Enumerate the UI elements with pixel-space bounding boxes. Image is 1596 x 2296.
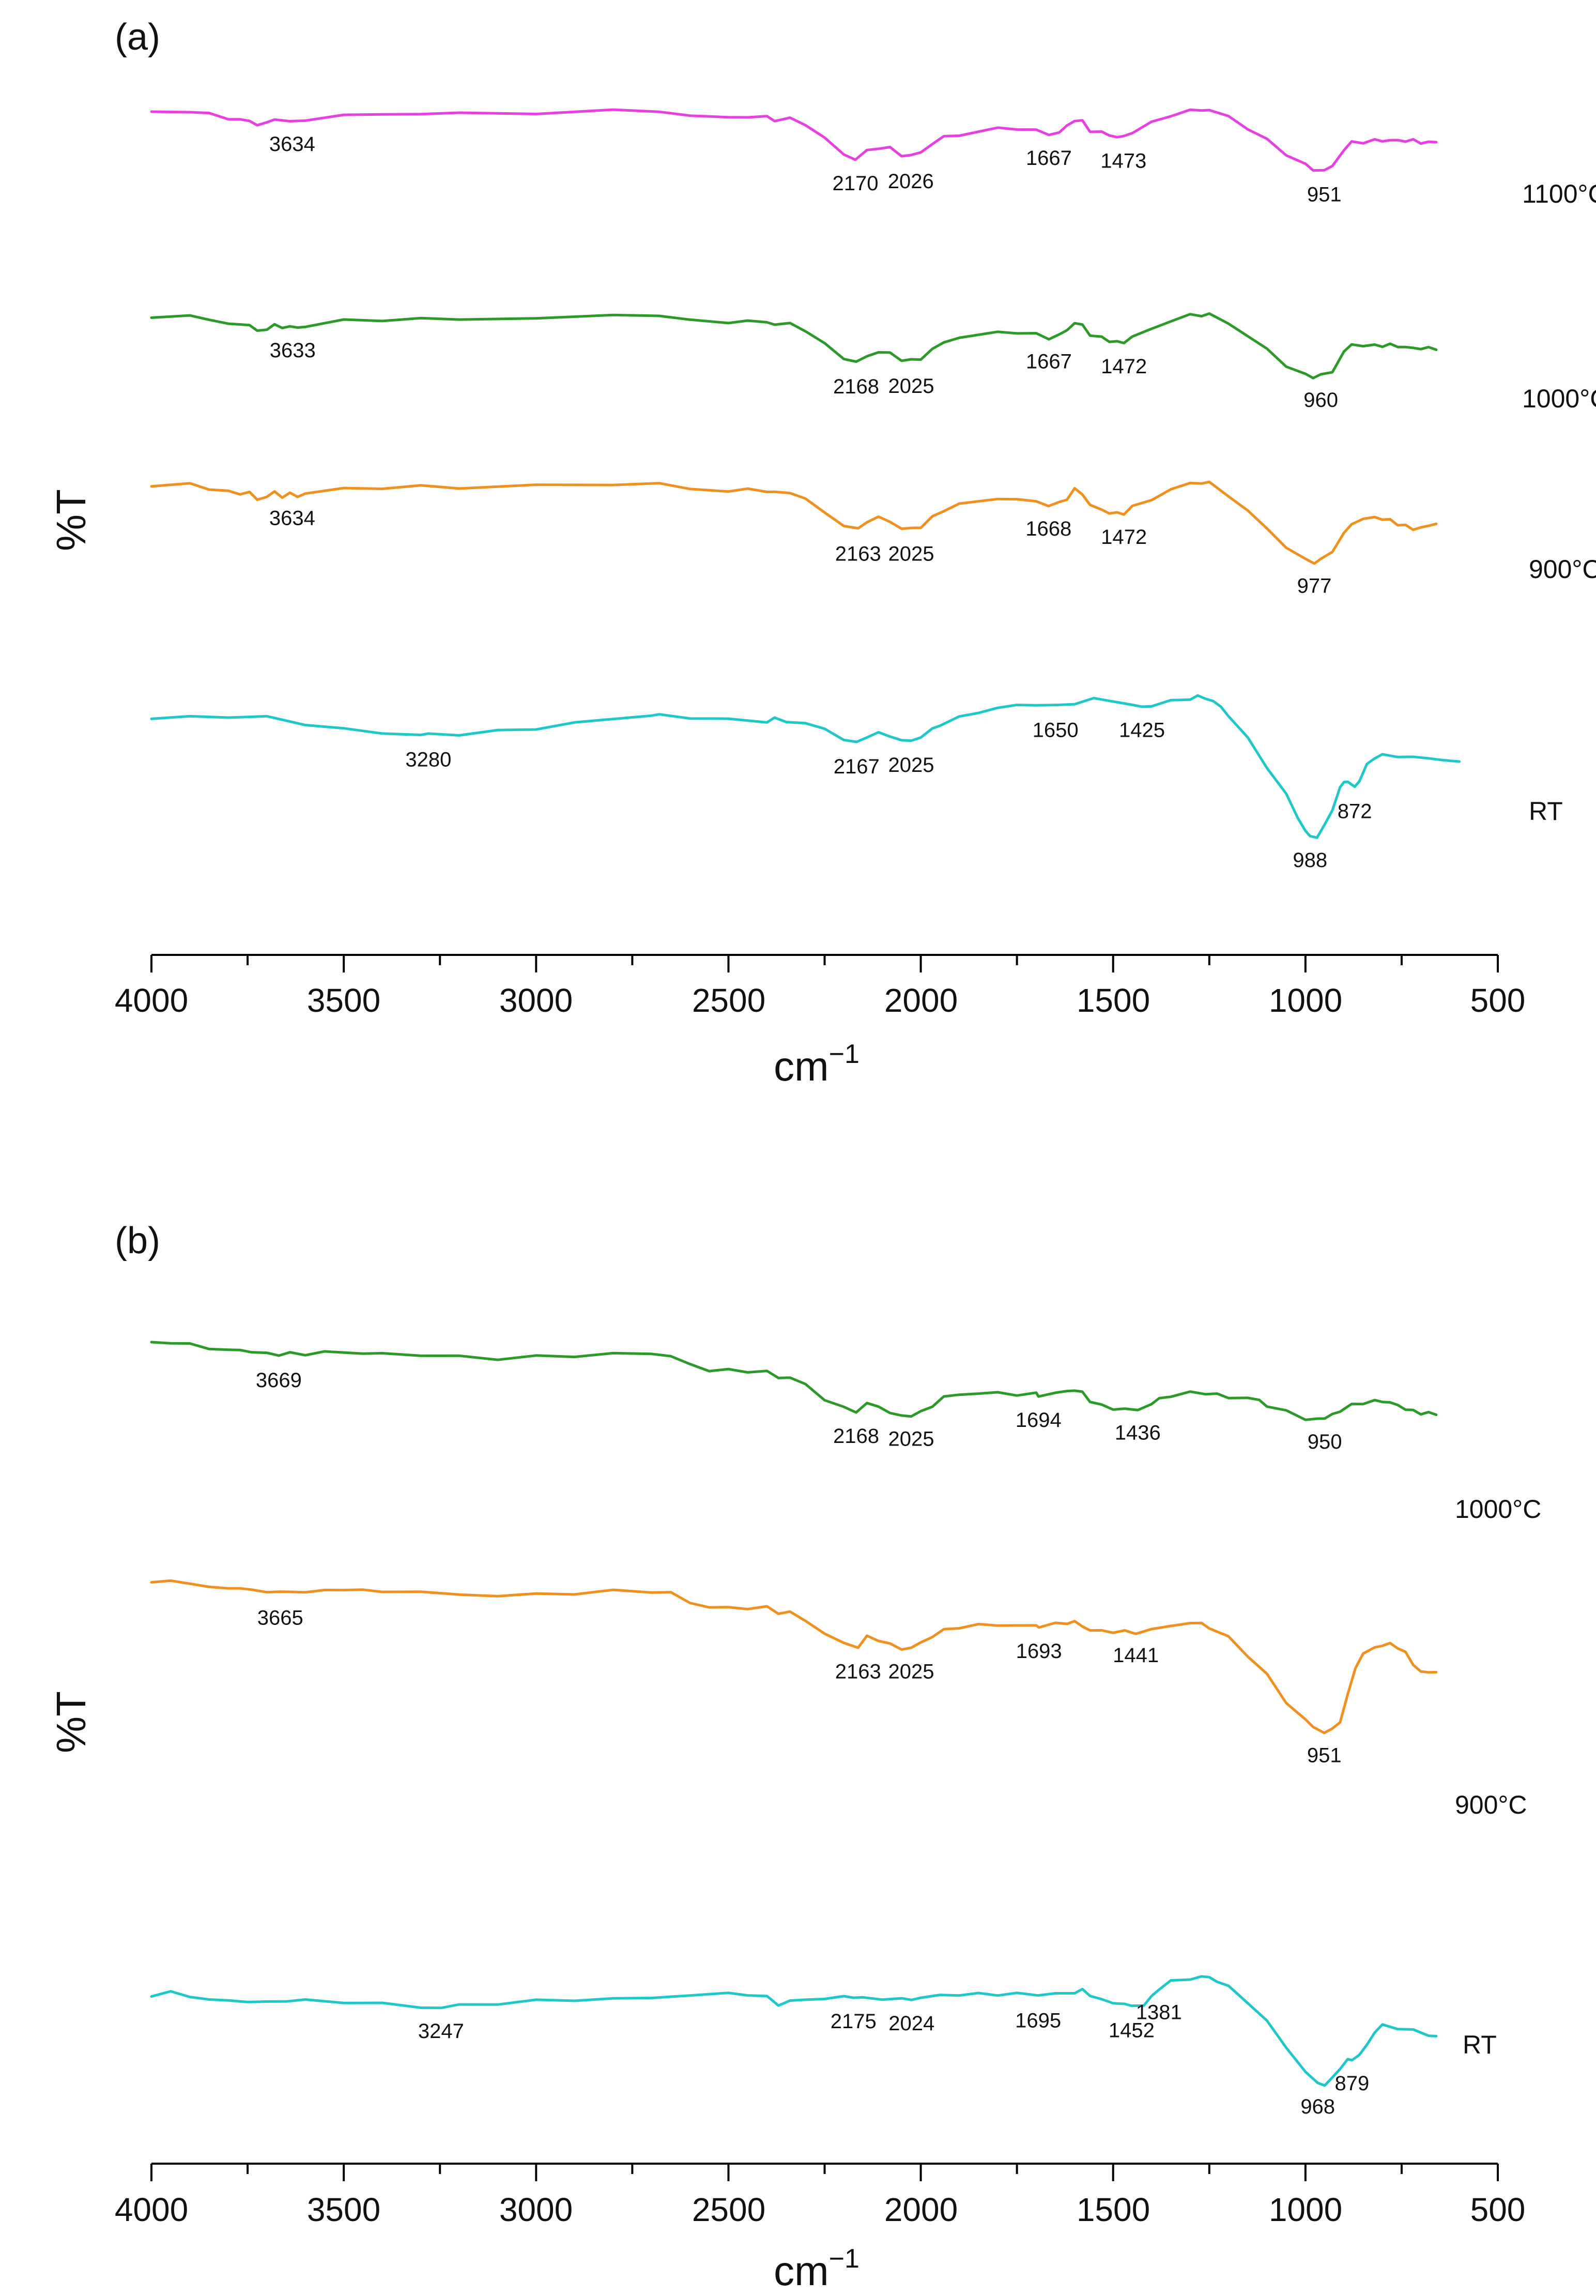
peak-label: 960	[1303, 389, 1338, 412]
peak-label: 3633	[270, 339, 316, 362]
peak-label: 1668	[1025, 518, 1071, 540]
peak-label: 2025	[888, 375, 934, 398]
tick-label: 2000	[884, 982, 958, 1019]
peak-label: 872	[1338, 800, 1372, 823]
series-line	[150, 108, 1438, 172]
tick-label: 500	[1470, 982, 1526, 1019]
panel-a: (a) %T 4000 3500 3000 2500 2000 1500 100…	[48, 17, 1596, 1089]
peak-label: 951	[1307, 1744, 1342, 1767]
peak-label: 2025	[888, 1427, 934, 1450]
series-line	[150, 694, 1461, 839]
series-line	[150, 480, 1438, 565]
peak-label: 3665	[257, 1606, 303, 1629]
tick-label: 3500	[307, 982, 380, 1019]
peak-label: 1425	[1119, 719, 1165, 742]
peak-label: 1650	[1033, 719, 1079, 742]
peak-label: 1472	[1101, 526, 1147, 549]
panel-b-series: 1000°C 3669 2168 2025 1694 1436 950 900°C 3665 21…	[150, 1341, 1541, 2118]
series-name-label: 1000°C	[1522, 384, 1596, 413]
peak-label: 2163	[835, 542, 881, 565]
series-name-label: 900°C	[1455, 1790, 1527, 1819]
series-line	[150, 1579, 1438, 1735]
peak-label: 977	[1297, 575, 1332, 598]
tick-label: 1000	[1269, 982, 1342, 1019]
peak-label: 1472	[1101, 355, 1147, 378]
peak-label: 2024	[888, 2012, 934, 2035]
peak-label: 988	[1293, 849, 1327, 872]
panel-b: (b) %T 4000 3500 3000 2500 2000 1500 100…	[48, 1220, 1541, 2294]
panel-b-ticks	[150, 2164, 1499, 2181]
peak-label: 3280	[405, 748, 451, 771]
peak-label: 3669	[256, 1369, 302, 1392]
tick-label: 4000	[115, 2191, 188, 2228]
series-name-label: RT	[1529, 797, 1563, 826]
peak-label: 2025	[888, 754, 934, 777]
peak-label: 2025	[888, 1660, 934, 1683]
tick-label: 3000	[499, 2191, 573, 2228]
peak-label: 1473	[1100, 150, 1146, 173]
series-name-label: RT	[1463, 2030, 1497, 2059]
peak-label: 2170	[833, 172, 879, 195]
peak-label: 1667	[1026, 351, 1072, 373]
tick-label: 2500	[692, 2191, 765, 2228]
peak-label: 2175	[831, 2010, 877, 2033]
peak-label: 1452	[1109, 2019, 1155, 2042]
peak-label: 1441	[1113, 1644, 1159, 1667]
panel-a-xlabel: cm−1	[774, 1039, 860, 1089]
panel-a-series: 1100°C 3634 2170 2026 1667 1473 951 1000°C 3633 2…	[150, 108, 1596, 872]
panel-a-ticks	[150, 955, 1499, 972]
peak-label: 1695	[1015, 2010, 1061, 2032]
panel-b-label: (b)	[115, 1220, 160, 1261]
peak-label: 2168	[833, 1425, 879, 1448]
tick-label: 1500	[1077, 982, 1150, 1019]
tick-label: 500	[1470, 2191, 1526, 2228]
peak-label: 879	[1335, 2072, 1370, 2095]
peak-label: 2163	[835, 1660, 881, 1683]
peak-label: 2026	[888, 170, 934, 193]
tick-label: 3500	[307, 2191, 380, 2228]
peak-label: 968	[1300, 2095, 1335, 2118]
tick-label: 2500	[692, 982, 765, 1019]
peak-label: 1381	[1136, 2001, 1182, 2024]
peak-label: 3247	[418, 2020, 464, 2043]
series-name-label: 1000°C	[1455, 1495, 1541, 1524]
series-line	[150, 1341, 1438, 1421]
peak-label: 3634	[269, 133, 315, 156]
panel-b-xlabel: cm−1	[774, 2244, 860, 2294]
peak-label: 1693	[1016, 1640, 1062, 1663]
series-name-label: 1100°C	[1522, 179, 1596, 208]
peak-label: 3634	[269, 507, 315, 529]
peak-label: 2025	[888, 542, 934, 565]
peak-label: 2168	[833, 375, 879, 398]
peak-label: 1694	[1016, 1409, 1062, 1432]
peak-label: 1436	[1115, 1421, 1161, 1444]
panel-a-ylabel: %T	[48, 489, 94, 551]
peak-label: 950	[1308, 1431, 1342, 1453]
tick-label: 1000	[1269, 2191, 1342, 2228]
tick-label: 4000	[115, 982, 188, 1019]
panel-a-label: (a)	[115, 17, 160, 58]
tick-label: 1500	[1077, 2191, 1150, 2228]
peak-label: 2167	[834, 755, 880, 778]
series-line	[150, 1975, 1438, 2087]
peak-label: 951	[1307, 183, 1342, 206]
tick-label: 2000	[884, 2191, 958, 2228]
tick-label: 3000	[499, 982, 573, 1019]
series-line	[150, 312, 1438, 379]
panel-a-tick-labels: 4000 3500 3000 2500 2000 1500 1000 500	[115, 982, 1526, 1019]
panel-b-tick-labels: 4000 3500 3000 2500 2000 1500 1000 500	[115, 2191, 1526, 2228]
peak-label: 1667	[1026, 147, 1072, 170]
series-name-label: 900°C	[1529, 555, 1596, 584]
panel-b-ylabel: %T	[48, 1691, 94, 1753]
